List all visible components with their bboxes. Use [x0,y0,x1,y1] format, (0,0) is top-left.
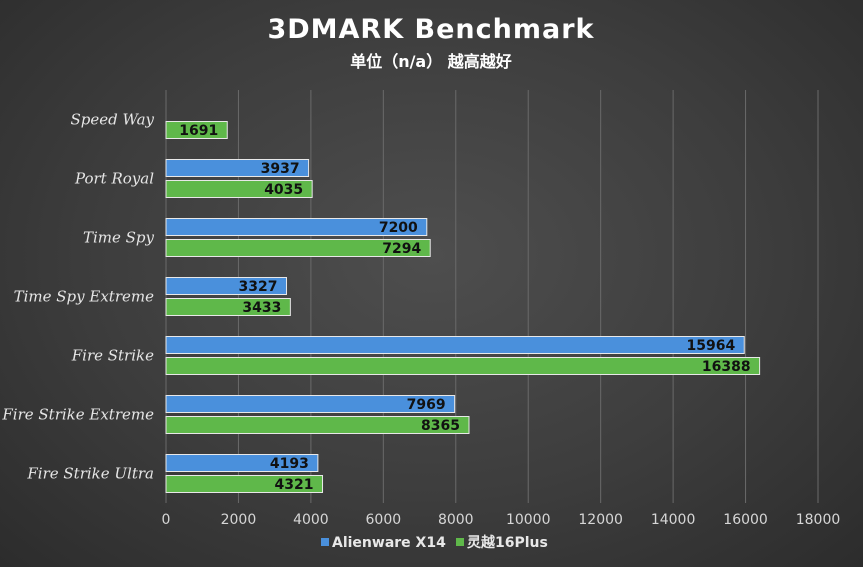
data-label: 4035 [264,182,303,198]
category-label: Fire Strike Ultra [26,465,154,483]
data-label: 1691 [179,123,218,139]
x-tick-label: 6000 [366,512,402,528]
category-label: Time Spy Extreme [14,288,154,306]
category-label: Time Spy [83,229,155,247]
category-label: Port Royal [74,170,154,188]
x-tick-label: 14000 [651,512,696,528]
bar-alienware-x14 [165,336,745,354]
data-label: 3937 [261,161,300,177]
bar-alienware-x14 [165,454,319,472]
x-tick-label: 0 [162,512,171,528]
bar-lingyue-16plus [165,180,313,198]
data-label: 4193 [270,456,309,472]
bar-lingyue-16plus [165,298,291,316]
x-tick-label: 18000 [796,512,841,528]
x-tick-label: 2000 [221,512,257,528]
data-label: 8365 [421,418,460,434]
category-label: Speed Way [70,111,154,129]
bars: 1691 3937 4035 7200 7294 3327 3433 15964 16388 79… [165,121,761,493]
bar-lingyue-16plus [165,475,324,493]
bar-lingyue-16plus [165,357,761,375]
legend-label: Alienware X14 [332,535,446,551]
category-label: Fire Strike [71,347,154,365]
chart-title: 3DMARK Benchmark [267,14,594,45]
x-axis-ticks: 0 2000 4000 6000 8000 10000 12000 14000 16000 180… [162,512,841,528]
x-tick-label: 8000 [438,512,474,528]
bar-alienware-x14 [165,277,288,295]
legend-label: 灵越16Plus [467,534,548,551]
legend-swatch [321,538,329,546]
category-label: Fire Strike Extreme [1,406,154,424]
data-label: 7200 [379,220,418,236]
data-label: 3327 [239,279,278,295]
data-label: 15964 [687,338,736,354]
x-tick-label: 12000 [578,512,623,528]
x-tick-label: 16000 [723,512,768,528]
bar-lingyue-16plus [165,121,228,139]
bar-lingyue-16plus [165,239,431,257]
data-label: 16388 [702,359,751,375]
bar-alienware-x14 [165,159,310,177]
bar-alienware-x14 [165,218,428,236]
legend-swatch [456,538,464,546]
data-label: 7294 [382,241,421,257]
x-tick-label: 10000 [506,512,551,528]
gridlines [165,90,819,503]
data-label: 3433 [242,300,281,316]
x-tick-label: 4000 [293,512,329,528]
bar-lingyue-16plus [165,416,470,434]
chart-subtitle: 单位（n/a） 越高越好 [350,52,512,71]
bar-alienware-x14 [165,395,456,413]
data-label: 4321 [275,477,314,493]
category-labels: Speed Way Port Royal Time Spy Time Spy Extr… [1,111,154,483]
legend: Alienware X14 灵越16Plus [321,534,548,551]
data-label: 7969 [407,397,446,413]
